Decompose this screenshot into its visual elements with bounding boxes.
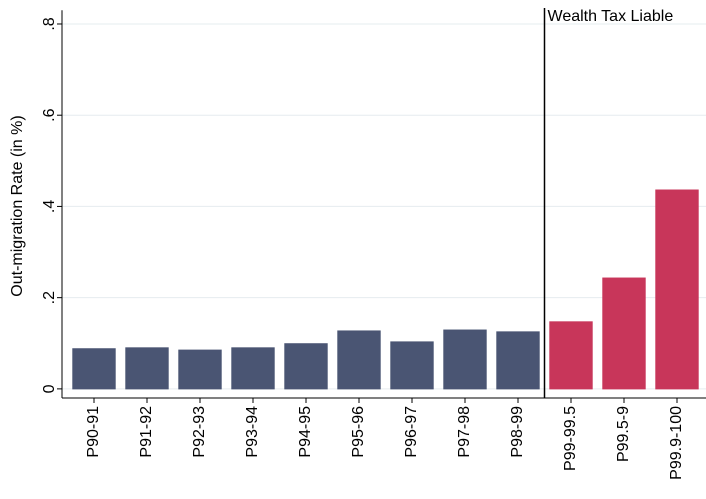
- x-tick-label: P94-95: [297, 406, 314, 458]
- x-tick-label: P98-99: [509, 406, 526, 458]
- x-tick-label: P99.5-9: [615, 406, 632, 462]
- x-tick-label: P90-91: [85, 406, 102, 458]
- bar: [337, 330, 381, 390]
- x-tick-label: P99.9-100: [668, 406, 685, 480]
- y-axis-label: Out-migration Rate (in %): [9, 115, 26, 296]
- bar: [390, 341, 434, 390]
- bar: [231, 347, 275, 390]
- bar: [443, 329, 487, 390]
- y-tick-label: .6: [41, 108, 58, 121]
- y-tick-label: .4: [41, 200, 58, 213]
- x-tick-label: P95-96: [350, 406, 367, 458]
- bar: [655, 189, 699, 390]
- x-tick-label: P91-92: [138, 406, 155, 458]
- x-tick-label: P93-94: [244, 406, 261, 458]
- x-tick-label: P97-98: [456, 406, 473, 458]
- bar: [284, 343, 328, 390]
- bar: [602, 277, 646, 390]
- y-tick-label: .8: [41, 17, 58, 30]
- bar: [125, 347, 169, 390]
- y-tick-label: .2: [41, 291, 58, 304]
- annotation: Wealth Tax Liable: [548, 8, 674, 25]
- x-tick-label: P92-93: [191, 406, 208, 458]
- x-tick-label: P96-97: [403, 406, 420, 458]
- x-tick-label: P99-99.5: [562, 406, 579, 471]
- bar: [178, 349, 222, 390]
- y-tick-label: 0: [41, 384, 58, 393]
- bar: [72, 348, 116, 390]
- bar: [549, 321, 593, 390]
- bar: [496, 331, 540, 390]
